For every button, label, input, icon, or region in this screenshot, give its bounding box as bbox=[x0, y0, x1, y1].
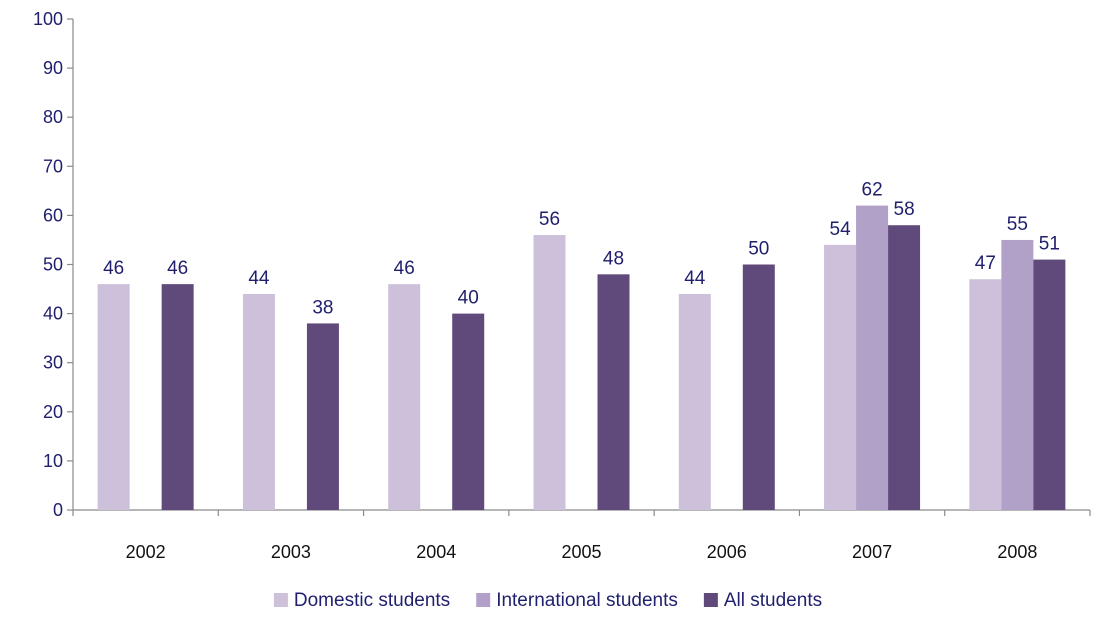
y-axis: 0 10 20 30 40 50 60 70 80 90 100 bbox=[33, 9, 74, 520]
legend-label: All students bbox=[724, 590, 822, 611]
data-label: 56 bbox=[539, 209, 560, 230]
y-tick-label: 60 bbox=[43, 205, 63, 225]
data-label: 58 bbox=[894, 199, 915, 220]
data-label: 40 bbox=[458, 288, 479, 309]
x-tick-label: 2003 bbox=[271, 542, 311, 562]
data-label: 51 bbox=[1039, 234, 1060, 255]
legend-swatch bbox=[273, 593, 288, 607]
bar-international-students-2007 bbox=[856, 205, 889, 510]
bar-domestic-students-2002 bbox=[97, 284, 130, 510]
data-label: 47 bbox=[975, 253, 996, 274]
y-tick-label: 30 bbox=[43, 353, 63, 373]
data-label: 54 bbox=[830, 219, 852, 240]
legend-label: International students bbox=[496, 590, 678, 611]
bar-all-students-2006 bbox=[742, 264, 775, 510]
y-tick-label: 50 bbox=[43, 255, 63, 275]
y-tick-label: 0 bbox=[53, 500, 63, 520]
data-label: 44 bbox=[248, 268, 270, 289]
y-tick-label: 10 bbox=[43, 451, 63, 471]
bar-domestic-students-2006 bbox=[678, 293, 711, 510]
y-tick-label: 100 bbox=[33, 9, 63, 29]
bar-all-students-2007 bbox=[888, 225, 921, 510]
bar-all-students-2004 bbox=[452, 313, 485, 510]
legend-item-all-students: All students bbox=[703, 590, 822, 611]
data-label: 62 bbox=[862, 180, 883, 201]
data-label: 44 bbox=[684, 268, 706, 289]
bar-domestic-students-2005 bbox=[533, 235, 566, 511]
y-tick-label: 90 bbox=[43, 58, 63, 78]
data-label: 50 bbox=[748, 239, 769, 260]
y-tick-label: 70 bbox=[43, 156, 63, 176]
bar-domestic-students-2004 bbox=[388, 284, 421, 510]
data-label: 48 bbox=[603, 248, 624, 269]
bar-domestic-students-2003 bbox=[242, 293, 275, 510]
x-tick-label: 2004 bbox=[416, 542, 456, 562]
legend-swatch bbox=[476, 593, 491, 607]
bar-all-students-2002 bbox=[161, 284, 194, 510]
legend-item-international-students: International students bbox=[476, 590, 678, 611]
y-tick-label: 40 bbox=[43, 304, 63, 324]
data-label: 46 bbox=[103, 258, 124, 279]
x-tick-label: 2005 bbox=[561, 542, 601, 562]
y-tick-label: 80 bbox=[43, 107, 63, 127]
bar-domestic-students-2008 bbox=[969, 279, 1002, 510]
x-tick-label: 2008 bbox=[997, 542, 1037, 562]
legend: Domestic students International students A… bbox=[273, 590, 822, 611]
bar-all-students-2005 bbox=[597, 274, 630, 510]
x-tick-label: 2002 bbox=[126, 542, 166, 562]
data-label: 46 bbox=[394, 258, 415, 279]
data-label: 46 bbox=[167, 258, 188, 279]
legend-label: Domestic students bbox=[294, 590, 450, 611]
data-labels: 46 44 46 56 44 54 47 62 55 46 38 40 48 50 58 51 bbox=[103, 180, 1060, 319]
y-tick-label: 20 bbox=[43, 402, 63, 422]
bar-all-students-2008 bbox=[1033, 259, 1066, 510]
bar-all-students-2003 bbox=[306, 323, 339, 510]
x-tick-label: 2007 bbox=[852, 542, 892, 562]
bar-international-students-2008 bbox=[1001, 239, 1034, 510]
bar-domestic-students-2007 bbox=[824, 244, 857, 511]
data-label: 38 bbox=[312, 297, 333, 318]
bars bbox=[97, 205, 1066, 511]
legend-swatch bbox=[703, 593, 718, 607]
x-axis: 2002 2003 2004 2005 2006 2007 2008 bbox=[72, 509, 1091, 562]
x-tick-label: 2006 bbox=[707, 542, 747, 562]
data-label: 55 bbox=[1007, 214, 1028, 235]
legend-item-domestic-students: Domestic students bbox=[273, 590, 450, 611]
